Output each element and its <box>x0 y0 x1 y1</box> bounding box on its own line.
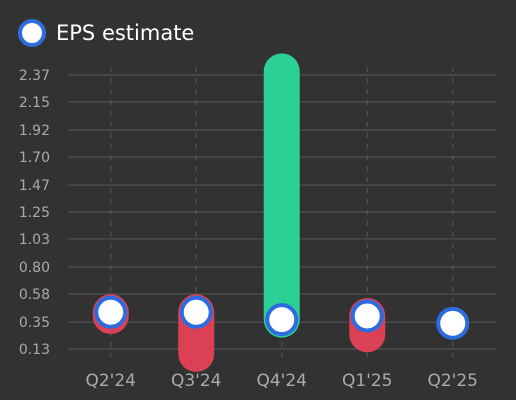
legend-marker-icon <box>18 19 46 47</box>
estimate-point <box>179 295 213 329</box>
markers-layer <box>94 295 470 340</box>
y-tick-label: 0.58 <box>19 287 50 303</box>
y-tick-label: 1.03 <box>19 232 50 248</box>
y-tick-label: 2.15 <box>19 95 50 111</box>
y-tick-label: 0.80 <box>19 260 50 276</box>
y-tick-label: 0.35 <box>19 315 50 331</box>
x-tick-label: Q2'24 <box>85 371 136 391</box>
y-tick-label: 1.47 <box>19 178 50 194</box>
y-tick-label: 2.37 <box>19 68 50 84</box>
estimate-point <box>350 299 384 333</box>
bars-layer <box>92 53 386 372</box>
x-tick-label: Q2'25 <box>427 371 478 391</box>
y-tick-label: 0.13 <box>19 342 50 358</box>
x-tick-label: Q3'24 <box>171 371 222 391</box>
y-tick-label: 1.70 <box>19 150 50 166</box>
y-tick-label: 1.25 <box>19 205 50 221</box>
x-tick-label: Q1'25 <box>342 371 393 391</box>
legend-label: EPS estimate <box>56 21 195 45</box>
estimate-point <box>94 295 128 329</box>
x-tick-label: Q4'24 <box>256 371 307 391</box>
estimate-point <box>436 306 470 340</box>
estimate-point <box>265 303 299 337</box>
y-tick-label: 1.92 <box>19 123 50 139</box>
labels-layer: 0.13 0.35 0.58 0.80 1.03 1.25 1.47 1.70 1.92 2.15… <box>19 68 478 391</box>
legend[interactable]: EPS estimate <box>18 19 194 47</box>
range-bar <box>263 53 300 338</box>
